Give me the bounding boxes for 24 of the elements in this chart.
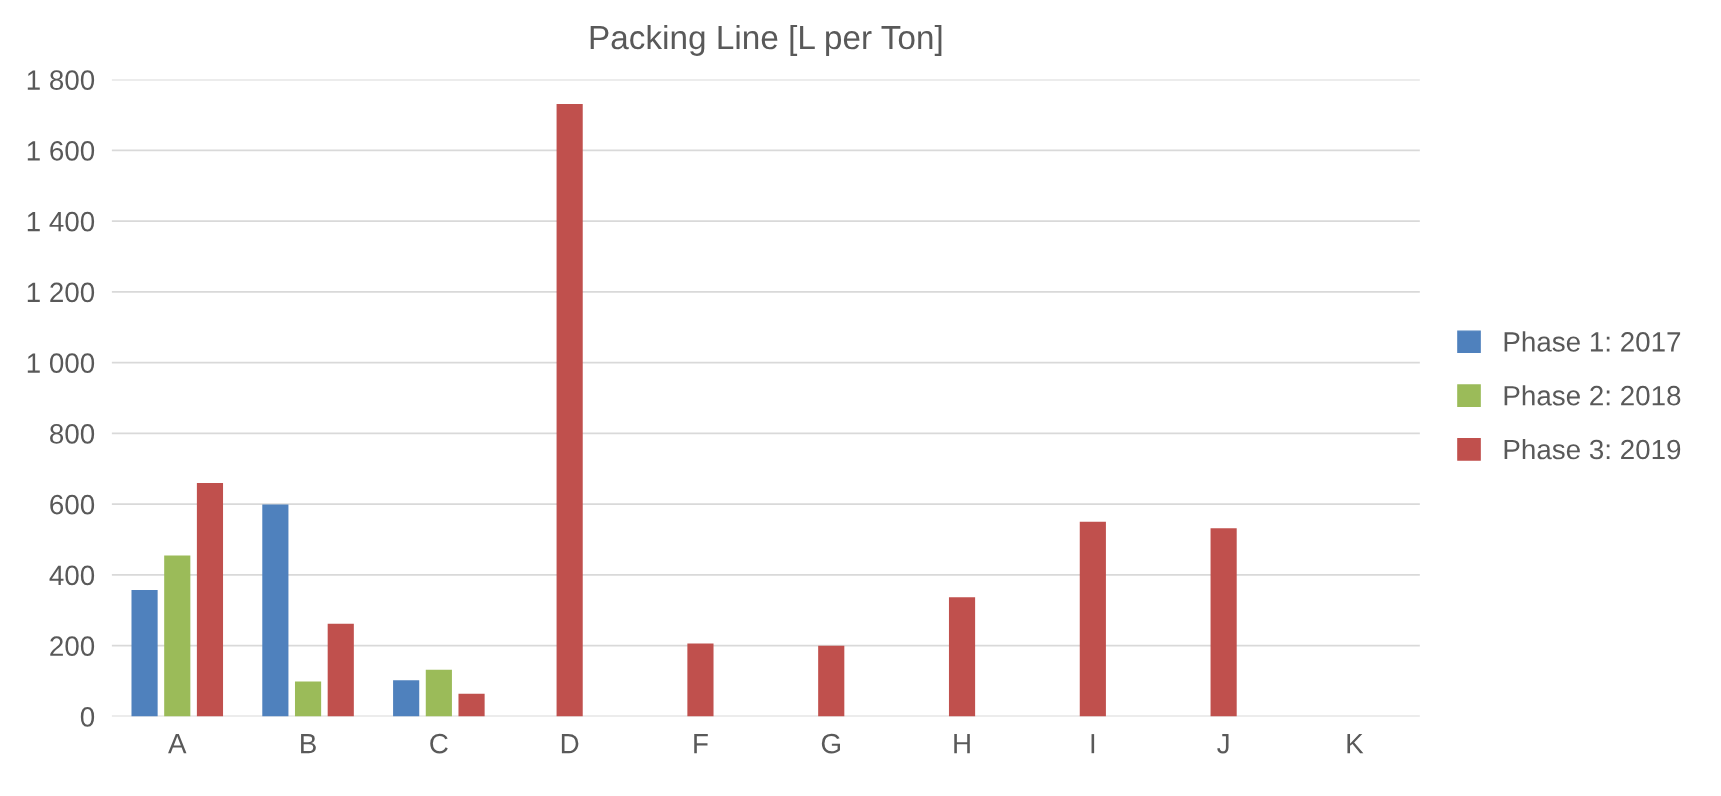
x-tick-label: J: [1217, 734, 1229, 754]
chart-title: Packing Line [L per Ton]: [590, 24, 942, 56]
legend-label: Phase 1: 2017: [1504, 331, 1681, 352]
x-tick-label: C: [430, 733, 448, 754]
y-tick-label: 1 800: [27, 70, 95, 90]
y-tick-label: 1 000: [27, 353, 95, 373]
x-tick-label: A: [168, 734, 187, 754]
legend-label: Phase 2: 2018: [1504, 385, 1681, 406]
x-tick-label: H: [954, 734, 970, 754]
x-tick-label: G: [821, 733, 840, 754]
y-tick-label: 800: [50, 424, 95, 444]
y-tick-label: 1 400: [27, 211, 95, 232]
x-tick-label: I: [1091, 734, 1095, 754]
x-tick-label: D: [561, 734, 579, 754]
y-tick-label: 400: [49, 565, 95, 586]
legend-label: Phase 3: 2019: [1504, 438, 1681, 460]
x-tick-label: F: [694, 734, 708, 754]
y-tick-label: 0: [80, 707, 95, 727]
y-tick-label: 1 200: [27, 282, 95, 303]
y-tick-label: 200: [50, 636, 95, 656]
y-tick-label: 1 600: [27, 141, 95, 161]
y-tick-label: 600: [50, 494, 95, 515]
x-tick-label: B: [301, 734, 316, 754]
x-tick-label: K: [1347, 734, 1364, 754]
